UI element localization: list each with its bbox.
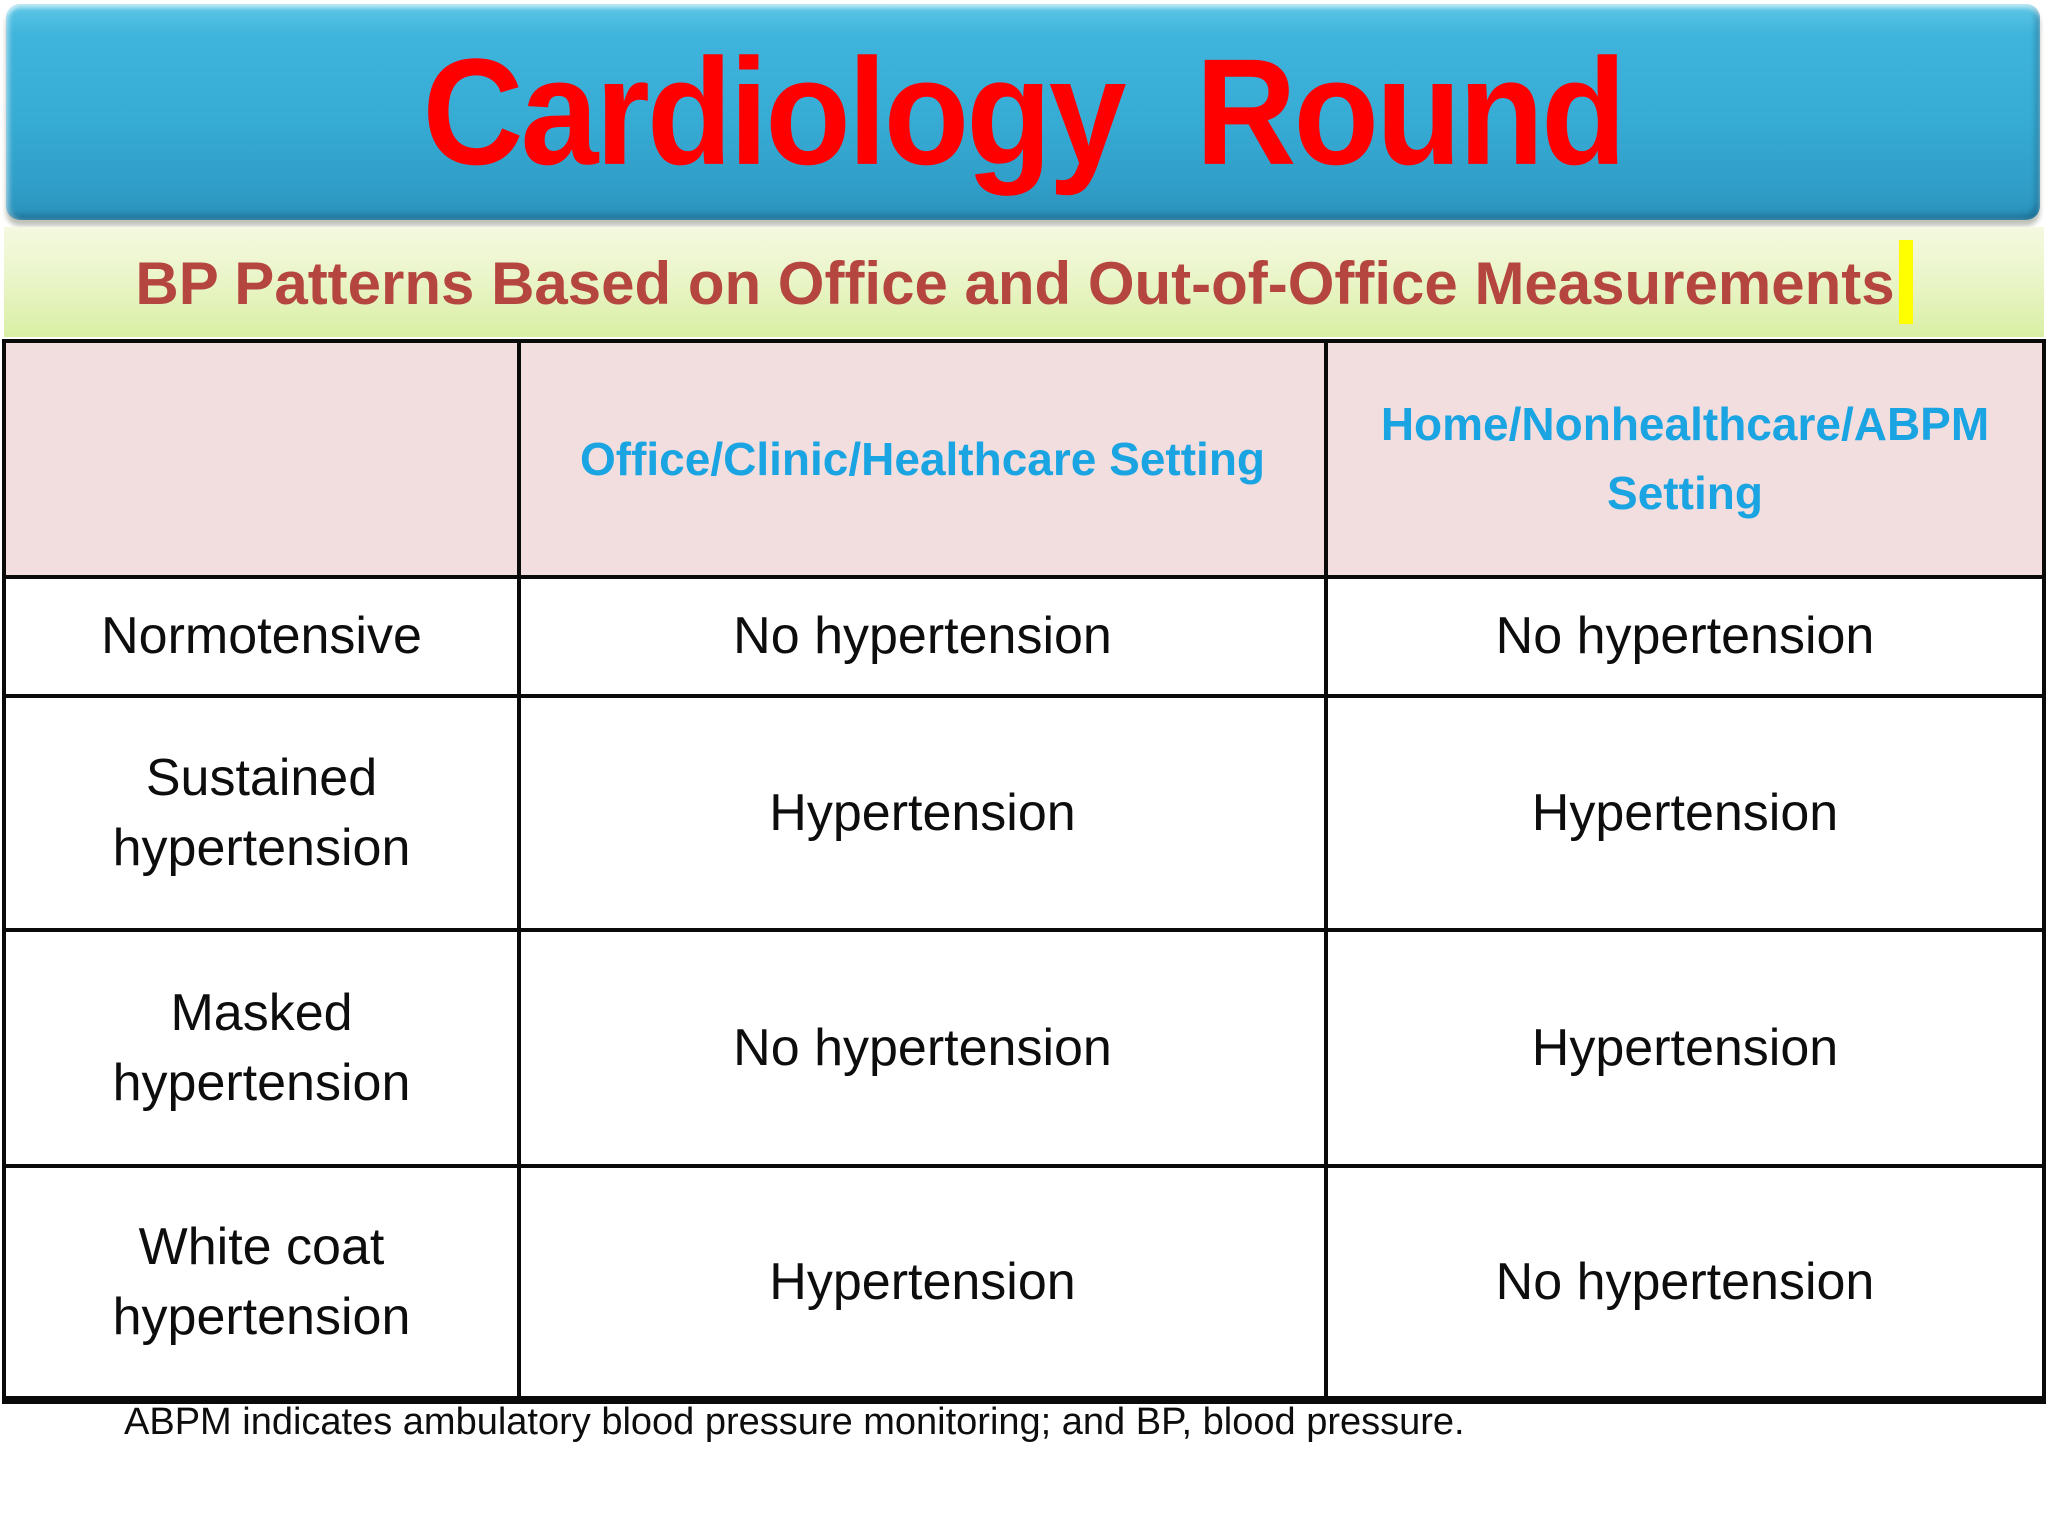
row-label: Sustained hypertension (2, 694, 521, 932)
bp-patterns-table: Office/Clinic/Healthcare Setting Home/No… (2, 339, 2046, 1404)
header-office-text: Office/Clinic/Healthcare Setting (579, 432, 1266, 485)
table-row: Normotensive No hypertension No hyperten… (2, 575, 2046, 698)
home-value: Hypertension (1324, 928, 2046, 1168)
header-home-text: Home/Nonhealthcare/ABPM Setting (1380, 398, 1990, 519)
table-row: Sustained hypertension Hypertension Hype… (2, 694, 2046, 932)
abbreviation-footnote: ABPM indicates ambulatory blood pressure… (124, 1401, 1465, 1443)
table-row: White coat hypertension Hypertension No … (2, 1164, 2046, 1404)
header-cell-home: Home/Nonhealthcare/ABPM Setting (1324, 339, 2046, 579)
office-value: No hypertension (517, 928, 1328, 1168)
table-header-row: Office/Clinic/Healthcare Setting Home/No… (2, 339, 2046, 579)
header-cell-row-label (2, 339, 521, 579)
title-banner: Cardiology Round (6, 4, 2040, 220)
office-value: Hypertension (517, 694, 1328, 932)
row-label: Masked hypertension (2, 928, 521, 1168)
header-cell-office: Office/Clinic/Healthcare Setting (517, 339, 1328, 579)
text-cursor-caret (1898, 240, 1913, 324)
office-value: Hypertension (517, 1164, 1328, 1404)
page-title: Cardiology Round (422, 26, 1626, 197)
row-label: White coat hypertension (2, 1164, 521, 1404)
home-value: Hypertension (1324, 694, 2046, 932)
subtitle: BP Patterns Based on Office and Out-of-O… (135, 240, 1913, 324)
subtitle-band: BP Patterns Based on Office and Out-of-O… (4, 227, 2044, 337)
table-row: Masked hypertension No hypertension Hype… (2, 928, 2046, 1168)
row-label: Normotensive (2, 575, 521, 698)
home-value: No hypertension (1324, 575, 2046, 698)
office-value: No hypertension (517, 575, 1328, 698)
subtitle-text: BP Patterns Based on Office and Out-of-O… (135, 250, 1895, 317)
home-value: No hypertension (1324, 1164, 2046, 1404)
